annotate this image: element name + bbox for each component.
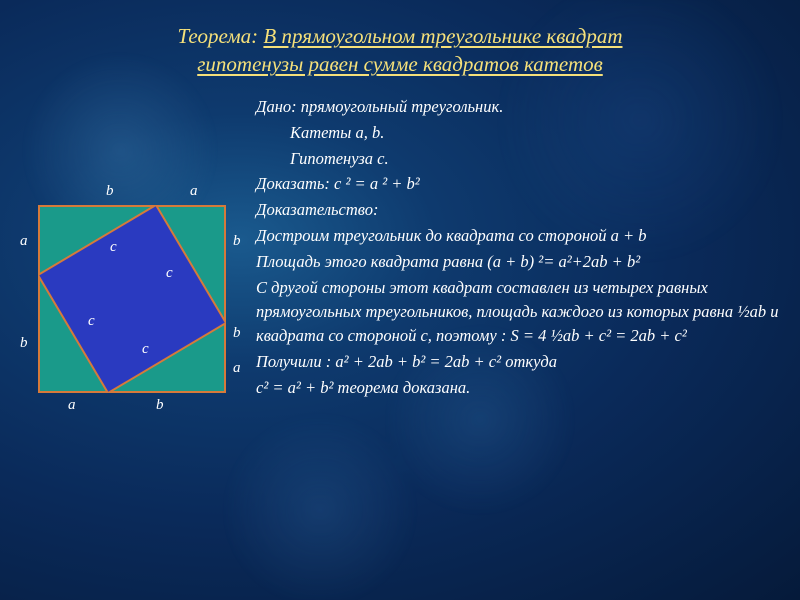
given: Дано: прямоугольный треугольник. [256,95,780,119]
inner-square-svg [38,205,226,393]
step1: Достроим треугольник до квадрата со стор… [256,224,780,248]
pythagoras-diagram: b a a b a b b b a c c c c [38,205,226,393]
label-b-right: b [233,325,241,342]
label-b-rightlbl: b [233,233,241,250]
label-c-1: c [110,239,117,256]
proof-text: Дано: прямоугольный треугольник. Катеты … [256,95,780,402]
legs: Катеты a, b. [256,121,780,145]
step4: Получили : a² + 2ab + b² = 2ab + c² отку… [256,350,780,374]
title-line1: В прямоугольном треугольнике квадрат [263,24,622,48]
hypotenuse: Гипотенуза c. [256,147,780,171]
conclusion: c² = a² + b² теорема доказана. [256,376,780,400]
label-b-top: b [106,183,114,200]
title-label: Теорема: [177,24,258,48]
step2: Площадь этого квадрата равна (a + b) ²= … [256,250,780,274]
slide-title: Теорема: В прямоугольном треугольнике кв… [0,0,800,89]
diagram-panel: b a a b a b b b a c c c c [8,95,256,402]
label-a-bot: a [68,397,76,414]
label-a-rightlbl: a [233,360,241,377]
label-a-right: a [20,233,28,250]
label-c-4: c [142,341,149,358]
to-prove: Доказать: c ² = a ² + b² [256,172,780,196]
proof-label: Доказательство: [256,198,780,222]
label-b-left: b [20,335,28,352]
label-a-top: a [190,183,198,200]
label-b-bot: b [156,397,164,414]
label-c-2: c [166,265,173,282]
title-line2: гипотенузы равен сумме квадратов катетов [197,52,603,76]
label-c-3: c [88,313,95,330]
step3: С другой стороны этот квадрат составлен … [256,276,780,348]
